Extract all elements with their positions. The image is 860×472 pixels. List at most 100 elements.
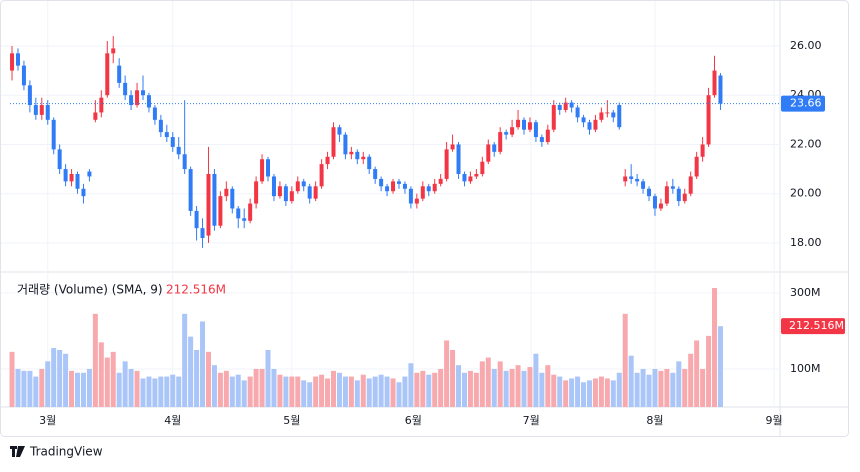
volume-bar: [80, 372, 86, 407]
candle-body: [301, 181, 306, 187]
volume-bar: [438, 368, 444, 407]
candle-body: [712, 70, 717, 96]
volume-bar: [652, 368, 658, 407]
candle-body: [569, 102, 574, 108]
candle-body: [420, 186, 425, 199]
volume-bar: [527, 367, 533, 407]
volume-bar: [461, 372, 467, 407]
candle-body: [170, 137, 175, 147]
candle-body: [218, 196, 223, 226]
volume-bar: [152, 378, 158, 407]
volume-bar: [485, 357, 491, 407]
candle-body: [629, 176, 634, 179]
candle-body: [87, 171, 92, 177]
last-price-label: 23.66: [790, 97, 822, 110]
volume-bar: [712, 287, 718, 407]
volume-bar: [325, 378, 331, 407]
candle-body: [706, 95, 711, 145]
logo-mark: [10, 446, 25, 457]
volume-bar: [551, 374, 557, 407]
volume-bar: [134, 370, 140, 407]
volume-bar: [592, 378, 598, 407]
volume-bar: [194, 349, 200, 407]
volume-bar: [342, 376, 348, 407]
volume-bar: [575, 376, 581, 407]
volume-bar: [402, 376, 408, 407]
volume-bar: [694, 340, 700, 407]
volume-bar: [259, 368, 265, 407]
candle-body: [593, 119, 598, 130]
candle-body: [266, 159, 271, 177]
candle-body: [248, 203, 253, 221]
volume-bar: [348, 376, 354, 407]
candle-body: [158, 119, 163, 133]
candle-body: [277, 186, 282, 197]
volume-bar: [598, 376, 604, 407]
candle-body: [111, 48, 116, 54]
volume-bar: [21, 370, 27, 407]
volume-bar: [63, 353, 69, 407]
candle-body: [355, 151, 360, 160]
volume-bar: [426, 374, 432, 407]
volume-bar: [610, 380, 616, 407]
candle-body: [81, 188, 86, 197]
candle-body: [545, 129, 550, 142]
last-volume-label: 212.516M: [789, 319, 844, 332]
candle-body: [57, 149, 62, 170]
candle-body: [694, 156, 699, 177]
volume-bar: [581, 382, 587, 407]
volume-bar: [295, 376, 301, 407]
logo: TradingView: [10, 445, 103, 459]
volume-bar: [331, 370, 337, 407]
candle-body: [63, 169, 68, 182]
volume-bar: [545, 365, 551, 407]
candle-body: [51, 119, 56, 150]
candle-body: [135, 90, 140, 106]
candle-body: [581, 117, 586, 123]
candle-body: [307, 186, 312, 199]
candle-body: [105, 53, 110, 96]
x-tick-label: 5월: [283, 414, 300, 427]
candle-body: [516, 119, 521, 128]
volume-bar: [277, 374, 283, 407]
volume-bar: [688, 353, 694, 407]
candle-body: [551, 105, 556, 130]
volume-bar: [408, 363, 414, 407]
candle-body: [206, 173, 211, 236]
candle-body: [462, 173, 467, 182]
volume-bar: [104, 357, 110, 407]
volume-bar: [616, 372, 622, 407]
candle-body: [230, 188, 235, 209]
candle-body: [140, 90, 145, 96]
candle-body: [617, 105, 622, 128]
candle-body: [236, 208, 241, 219]
volume-bar: [354, 380, 360, 407]
volume-bar: [283, 376, 289, 407]
x-tick-label: 3월: [39, 414, 56, 427]
volume-bar: [658, 370, 664, 407]
candle-body: [486, 144, 491, 162]
volume-bar: [271, 368, 277, 407]
volume-bar: [301, 380, 307, 407]
candle-body: [21, 65, 26, 86]
volume-bar: [372, 376, 378, 407]
volume-bar: [390, 378, 396, 407]
y2-tick-label: 100M: [790, 362, 821, 375]
volume-bar: [39, 368, 45, 407]
candle-body: [343, 134, 348, 155]
candle-body: [408, 188, 413, 204]
candle-body: [117, 65, 122, 83]
volume-bar: [503, 370, 509, 407]
candle-body: [260, 159, 265, 182]
candle-body: [10, 53, 15, 71]
volume-bar: [241, 380, 247, 407]
candle-body: [700, 144, 705, 157]
candle-body: [444, 149, 449, 179]
volume-bar: [45, 361, 51, 407]
candle-body: [563, 102, 568, 110]
volume-bar: [420, 370, 426, 407]
candle-body: [533, 122, 538, 138]
volume-bar: [92, 313, 98, 407]
candle-body: [385, 186, 390, 192]
